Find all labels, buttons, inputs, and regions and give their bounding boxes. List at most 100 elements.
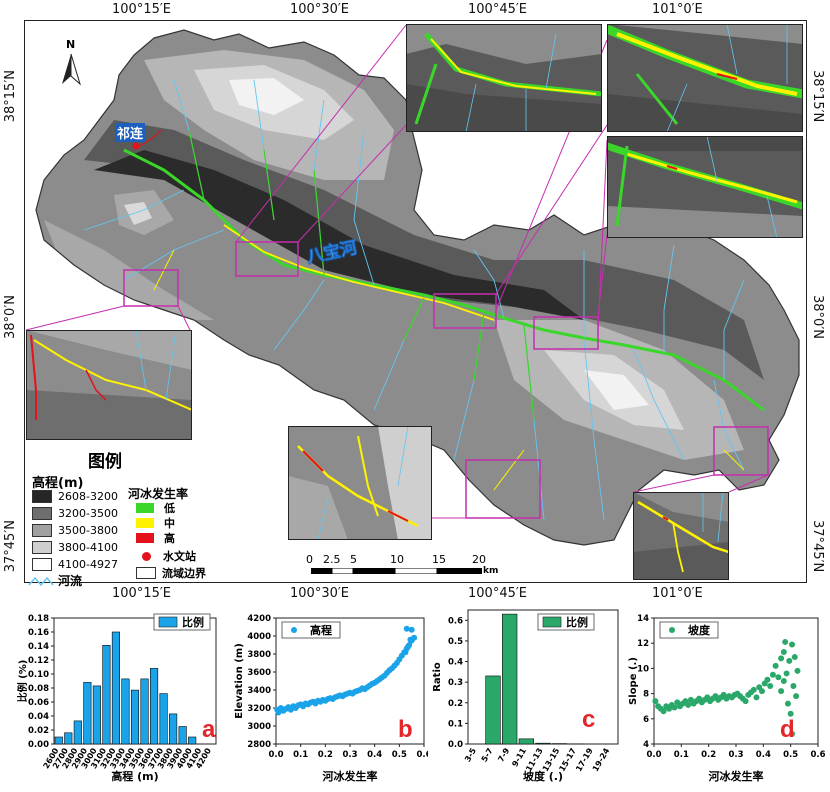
river-wave-icon [28,576,54,586]
y-tick-label: 0.4 [448,658,463,668]
scatter-point [742,698,749,705]
chart-legend-label: 比例 [182,615,204,629]
x-tick-label: 5-7 [480,747,495,764]
chart-a: 0.00 0.02 0.04 0.06 0.08 0.10 0.12 0.14 0.16 0.18… [16,613,217,783]
scatter-point [783,670,790,677]
y-tick-label: 0.10 [28,670,49,680]
bar [111,631,121,745]
scatter-point [407,636,414,643]
coord-bottom-2: 100°30′E [290,586,350,601]
legend-ice-item-mid: 中 [136,515,175,530]
legend-ice-title: 河冰发生率 [128,487,189,501]
scatter-point [753,694,760,701]
coord-bottom-1: 100°15′E [112,586,172,601]
y-tick-label: 3600 [247,668,271,678]
y-tick-label: 3000 [247,722,271,732]
y-tick-label: 0.5 [448,637,463,647]
x-axis-label: 河冰发生率 [323,769,378,783]
chart-legend-label: 高程 [310,623,332,637]
scatter-point [780,678,787,684]
scatter-point [758,688,765,695]
chart-legend-box [281,621,341,639]
scatter-point [767,683,774,690]
scatter-point [780,649,787,656]
y-tick-label: 0.18 [28,614,49,624]
legend-swatch [669,627,675,633]
panel-letter-c: c [582,706,596,733]
chart-b: 2800 3000 3200 3400 3600 3800 4000 4200 0.0 0.1 0.… [234,614,428,783]
scatter-point [778,688,785,695]
chart-legend-label: 坡度 [688,623,711,637]
panel-letter-d: d [780,716,795,743]
inset-panel-4 [607,136,803,238]
legend-elev-item-2: 3200-3500 [32,505,118,522]
legend-elev-item-1: 2608-3200 [32,488,118,505]
coord-left-3: 37°45′N [3,520,18,573]
station-label: 祁连 [115,123,146,142]
bar [121,678,130,745]
scale-unit: km [483,566,499,576]
y-tick-label: 14 [637,614,649,624]
panel-letter-b: b [398,716,413,743]
inset-panel-6 [633,492,729,580]
x-tick-label: 0.5 [392,750,407,760]
y-tick-label: 6 [643,715,649,725]
north-label: N [66,38,76,51]
scale-tick-3: 10 [390,553,404,566]
x-axis-label: 坡度 (.) [523,769,563,783]
x-axis-label: 河冰发生率 [709,769,764,783]
x-axis-label: 高程 (m) [111,769,158,783]
y-tick-label: 0.14 [28,642,49,652]
bar [54,736,63,745]
y-tick-label: 0.3 [448,678,463,688]
zoom-box-5 [465,459,541,519]
scale-tick-2: 5 [350,553,357,566]
chart-c: 0.00.10.20.30.40.50.63-5 5-7 7-99-1111-131… [432,609,619,783]
zoom-box-2 [235,241,299,277]
station-dot-icon [142,551,151,561]
inset-panel-3 [607,24,803,132]
zoom-box-6 [713,426,769,476]
x-tick-label: 0.1 [293,750,308,760]
legend-elev-item-3: 3500-3800 [32,522,118,539]
y-tick-label: 0.6 [448,616,463,626]
scatter-point [652,698,659,705]
zoom-box-3 [433,293,497,329]
scatter-point [790,683,797,690]
y-tick-label: 4 [643,740,649,750]
coord-top-1: 100°15′E [112,2,172,17]
scale-bar [311,568,482,574]
x-tick-label: 0.3 [342,750,357,760]
coord-bottom-4: 101°0′E [652,586,703,601]
y-tick-label: 0.08 [28,684,49,694]
boundary-box-icon [136,567,156,579]
scatter-point [685,701,692,708]
bar [518,738,534,745]
y-tick-label: 0.0 [448,740,463,750]
x-tick-label: 0.0 [268,750,283,760]
x-tick-label: 7-9 [496,746,511,763]
bar [485,675,501,745]
scatter-point [750,686,757,693]
y-tick-label: 3400 [247,686,271,696]
coord-bottom-3: 100°45′E [468,586,528,601]
scatter-point [791,654,798,661]
map-frame [24,20,807,583]
bar [159,693,168,745]
x-tick-label: 3-5 [463,746,478,763]
scatter-point [787,710,794,717]
scatter-point [784,700,791,707]
x-tick-label: 0.1 [674,750,689,760]
x-tick-label: 0.2 [701,750,716,760]
scatter-point [782,638,789,645]
y-tick-label: 10 [637,664,649,674]
bar [83,682,92,745]
chart-legend-box [659,621,719,639]
x-tick-label: 0.3 [728,750,743,760]
scale-tick-1: 2.5 [323,553,341,566]
coord-top-3: 100°45′E [468,2,528,17]
y-tick-label: 12 [637,639,649,649]
coord-right-1: 38°15′N [810,70,825,123]
